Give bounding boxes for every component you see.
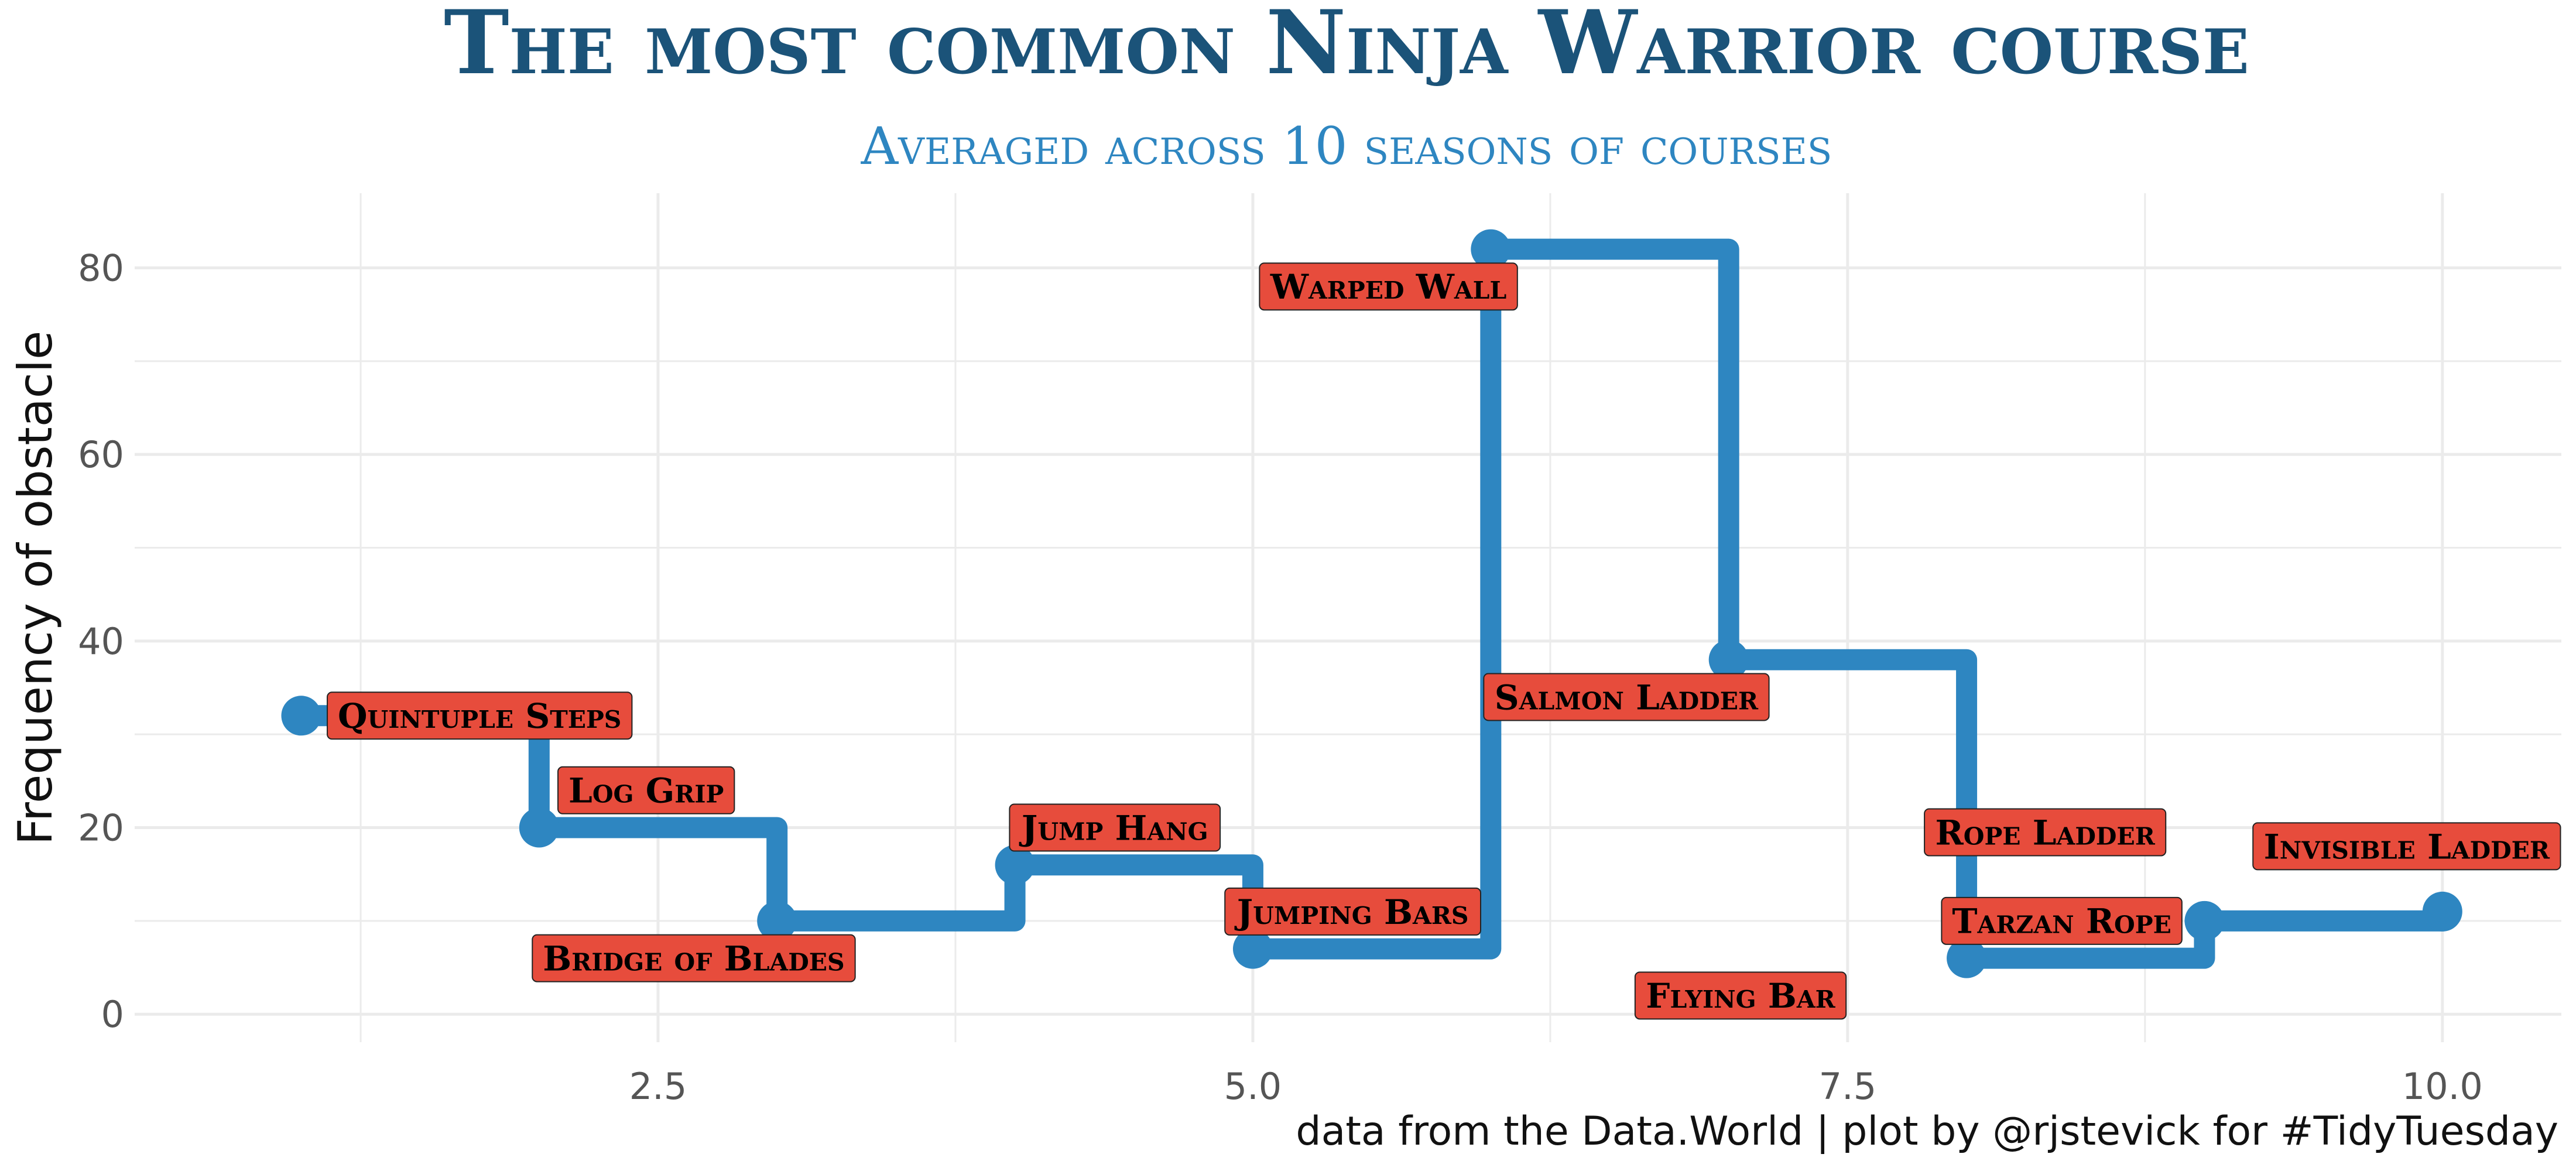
obstacle-label-box (1224, 887, 1482, 936)
y-tick-label: 60 (78, 433, 124, 476)
obstacle-label-text: Invisible Ladder (2264, 827, 2550, 867)
y-tick-label: 0 (101, 993, 124, 1036)
obstacle-label-box (1259, 262, 1518, 311)
tick-layer: 2.5 5.0 7.5 10.0 0 20 40 60 80 (78, 246, 2483, 1108)
x-tick-label: 10.0 (2402, 1065, 2483, 1108)
obstacle-label-box (1483, 673, 1770, 721)
obstacle-label-text: Bridge of Blades (543, 939, 844, 978)
obstacle-label: Tarzan Rope (1941, 896, 2183, 945)
obstacle-label-text: Rope Ladder (1936, 813, 2156, 852)
obstacle-label: Quintuple Steps (327, 691, 633, 740)
y-tick-label: 20 (78, 807, 124, 850)
obstacle-label-box (557, 766, 735, 814)
obstacle-label-box (327, 691, 633, 740)
data-point (519, 807, 559, 848)
obstacle-label-text: Jump Hang (1019, 808, 1208, 848)
obstacle-label: Flying Bar (1634, 971, 1847, 1020)
obstacle-label-box (2252, 822, 2561, 871)
y-tick-label: 80 (78, 246, 124, 289)
obstacle-label: Bridge of Blades (532, 934, 856, 982)
data-point (1947, 938, 1987, 978)
obstacle-label: Invisible Ladder (2252, 822, 2561, 871)
point-layer (281, 229, 2462, 978)
obstacle-label: Jumping Bars (1224, 887, 1482, 936)
data-point (1708, 639, 1749, 680)
data-point (1471, 229, 1511, 269)
chart-title: The most common Ninja Warrior course (444, 0, 2249, 94)
data-point (2184, 900, 2225, 941)
obstacle-label-text: Jumping Bars (1234, 892, 1469, 932)
obstacle-label-box (532, 934, 856, 982)
obstacle-label-text: Log Grip (568, 771, 724, 811)
obstacle-label-box (1941, 896, 2183, 945)
obstacle-label: Salmon Ladder (1483, 673, 1770, 721)
obstacle-label-text: Flying Bar (1646, 976, 1835, 1016)
obstacle-label: Warped Wall (1259, 262, 1518, 311)
obstacle-label-text: Warped Wall (1270, 267, 1506, 307)
obstacle-label-text: Salmon Ladder (1495, 677, 1759, 717)
obstacle-label-text: Quintuple Steps (338, 696, 621, 736)
label-layer: Quintuple Steps Log Grip Bridge of Blades J… (327, 262, 2561, 1020)
data-point (757, 900, 797, 941)
data-point (2422, 891, 2462, 932)
data-point (1232, 929, 1273, 969)
obstacle-label-text: Tarzan Rope (1952, 902, 2171, 941)
obstacle-label: Rope Ladder (1924, 808, 2167, 857)
x-tick-label: 2.5 (629, 1065, 687, 1108)
obstacle-label-box (1924, 808, 2167, 857)
step-line (290, 238, 2453, 969)
chart-subtitle: Averaged across 10 seasons of courses (861, 116, 1832, 176)
obstacle-label: Log Grip (557, 766, 735, 814)
obstacle-label-box (1634, 971, 1847, 1020)
data-point (995, 845, 1035, 885)
x-tick-label: 5.0 (1224, 1065, 1282, 1108)
y-tick-label: 40 (78, 620, 124, 663)
chart-caption: data from the Data.World | plot by @rjst… (1296, 1108, 2558, 1155)
data-point (281, 696, 321, 736)
line-layer (290, 238, 2453, 969)
x-tick-label: 7.5 (1819, 1065, 1877, 1108)
obstacle-label: Jump Hang (1009, 803, 1221, 852)
obstacle-label-box (1009, 803, 1221, 852)
y-axis-title: Frequency of obstacle (8, 331, 63, 845)
